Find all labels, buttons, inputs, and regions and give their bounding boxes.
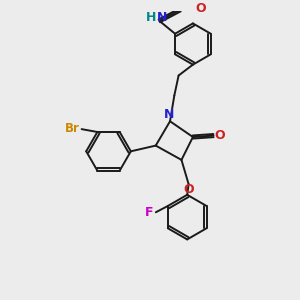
Text: F: F bbox=[145, 206, 154, 219]
Text: Br: Br bbox=[65, 122, 80, 135]
Text: O: O bbox=[183, 183, 194, 196]
Text: N: N bbox=[156, 11, 167, 25]
Text: O: O bbox=[214, 128, 225, 142]
Text: H: H bbox=[146, 11, 157, 24]
Text: N: N bbox=[164, 109, 174, 122]
Text: O: O bbox=[196, 2, 206, 15]
